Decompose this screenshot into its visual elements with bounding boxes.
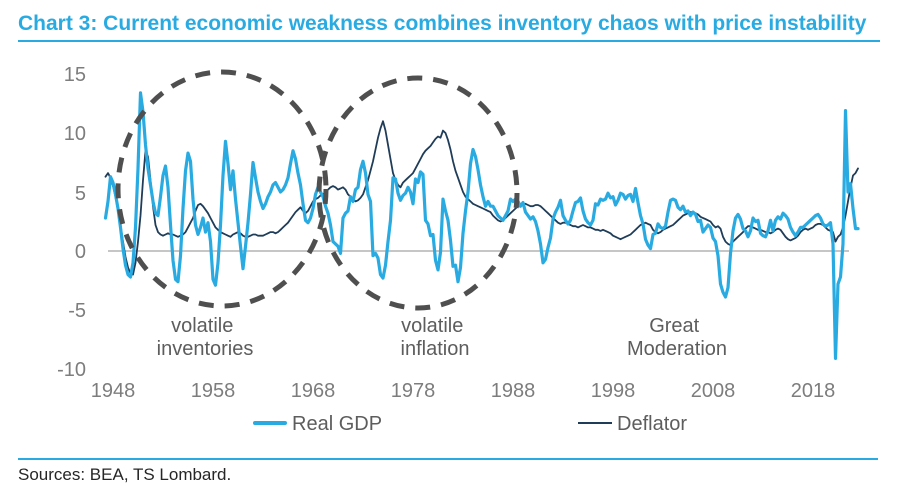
y-axis-tick-label: 15 — [64, 64, 86, 86]
x-axis-tick-label: 2008 — [691, 380, 736, 402]
real-gdp-line — [103, 91, 860, 360]
annotation-great-moderation: Great Moderation — [627, 315, 727, 360]
x-axis-tick-label: 1948 — [91, 380, 136, 402]
legend-swatch-deflator — [578, 422, 612, 424]
x-axis-tick-label: 1978 — [391, 380, 436, 402]
y-axis: 15 10 5 0 -5 -10 — [57, 64, 86, 381]
legend-label-real-gdp: Real GDP — [292, 413, 382, 435]
x-axis-tick-label: 1988 — [491, 380, 536, 402]
x-axis: 1948 1958 1968 1978 1988 1998 2008 2018 — [91, 380, 836, 402]
y-axis-tick-label: -5 — [68, 300, 86, 322]
x-axis-tick-label: 1968 — [291, 380, 336, 402]
chart-title: Chart 3: Current economic weakness combi… — [18, 12, 867, 35]
y-axis-tick-label: -10 — [57, 359, 86, 381]
annotation-volatile-inventories: volatile inventories — [157, 315, 254, 360]
annotation-volatile-inflation: volatile inflation — [401, 315, 470, 360]
x-axis-tick-label: 1958 — [191, 380, 236, 402]
y-axis-tick-label: 5 — [75, 183, 86, 205]
y-axis-tick-label: 10 — [64, 123, 86, 145]
source-note: Sources: BEA, TS Lombard. — [18, 465, 232, 484]
legend: Real GDP Deflator — [253, 413, 687, 435]
x-axis-tick-label: 1998 — [591, 380, 636, 402]
title-underline — [18, 40, 880, 42]
volatile-inflation-circle — [316, 75, 520, 311]
bottom-rule — [18, 458, 878, 460]
x-axis-tick-label: 2018 — [791, 380, 836, 402]
volatile-inventories-circle — [115, 69, 329, 309]
y-axis-tick-label: 0 — [75, 241, 86, 263]
legend-label-deflator: Deflator — [617, 413, 687, 435]
legend-item-deflator: Deflator — [578, 413, 687, 435]
legend-item-real-gdp: Real GDP — [253, 413, 382, 435]
legend-swatch-real-gdp — [253, 421, 287, 425]
